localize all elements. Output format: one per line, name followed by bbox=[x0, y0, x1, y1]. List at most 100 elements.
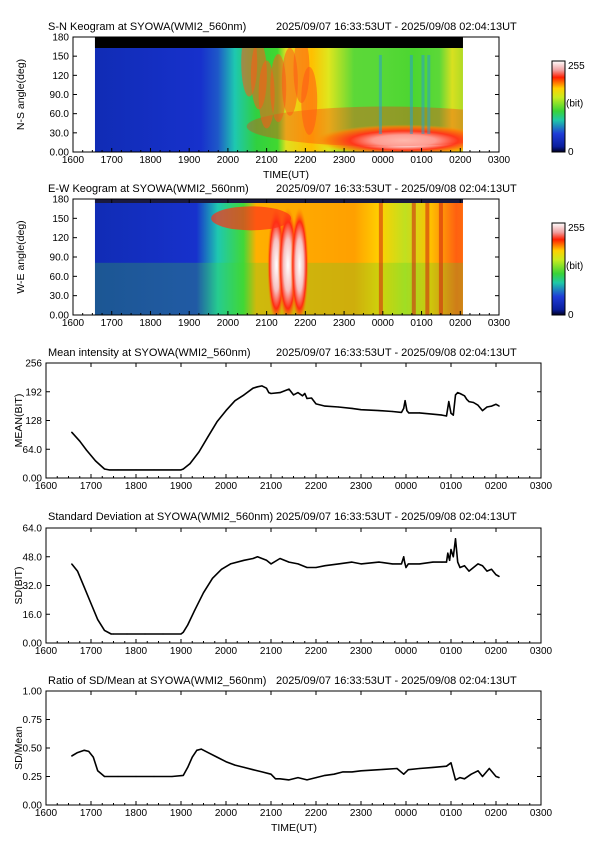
data-point bbox=[498, 777, 500, 779]
x-tick-label: 2100 bbox=[260, 808, 283, 819]
chart-title: Ratio of SD/Mean at SYOWA(WMI2_560nm) bbox=[48, 675, 266, 687]
x-tick-label: 2200 bbox=[305, 808, 328, 819]
heatmap-arc bbox=[211, 206, 292, 231]
data-point bbox=[110, 633, 112, 635]
data-point bbox=[432, 561, 434, 563]
y-tick-label: 192 bbox=[25, 387, 42, 398]
data-point bbox=[404, 400, 406, 402]
data-point bbox=[117, 469, 119, 471]
data-point bbox=[216, 756, 218, 758]
series-line bbox=[71, 537, 500, 635]
x-tick-label: 0200 bbox=[485, 808, 508, 819]
data-point bbox=[76, 751, 79, 754]
data-point bbox=[407, 769, 409, 771]
heatmap-image bbox=[94, 37, 463, 152]
data-point bbox=[457, 561, 459, 563]
data-point bbox=[351, 561, 353, 563]
x-tick-label: 0300 bbox=[488, 155, 511, 166]
x-tick-label: 0200 bbox=[449, 318, 472, 329]
data-point bbox=[265, 559, 268, 561]
data-point bbox=[252, 387, 254, 389]
y-tick-label: 0.50 bbox=[23, 744, 43, 755]
data-point bbox=[447, 552, 449, 554]
data-point bbox=[351, 407, 353, 409]
data-point bbox=[432, 413, 434, 415]
data-point bbox=[477, 770, 479, 772]
x-tick-label: 2100 bbox=[260, 481, 283, 492]
data-point bbox=[306, 566, 308, 569]
data-point bbox=[403, 556, 405, 558]
colorbar-unit-label: (bit) bbox=[566, 261, 583, 272]
data-point bbox=[71, 431, 73, 433]
data-point bbox=[256, 556, 259, 558]
x-tick-label: 2200 bbox=[294, 155, 317, 166]
data-point bbox=[449, 559, 451, 561]
data-point bbox=[196, 749, 198, 751]
plot-frame bbox=[45, 690, 542, 806]
data-point bbox=[452, 414, 454, 416]
data-point bbox=[481, 410, 484, 412]
y-tick-label: 180 bbox=[52, 195, 69, 206]
data-point bbox=[477, 563, 479, 565]
y-tick-label: 60.0 bbox=[50, 272, 70, 283]
panel-5: Ratio of SD/Mean at SYOWA(WMI2_560nm) 202… bbox=[13, 675, 553, 834]
data-point bbox=[279, 392, 281, 394]
colorbar-unit-label: (bit) bbox=[566, 99, 583, 110]
data-point bbox=[268, 392, 270, 394]
heatmap-streak bbox=[425, 199, 430, 315]
x-tick-label: 0000 bbox=[395, 646, 418, 657]
data-point bbox=[477, 404, 479, 406]
data-point bbox=[261, 771, 263, 773]
x-tick-label: 0000 bbox=[395, 808, 418, 819]
data-point bbox=[470, 773, 472, 775]
x-tick-label: 2200 bbox=[305, 646, 328, 657]
y-axis-label: MEAN(BIT) bbox=[13, 394, 25, 448]
colorbar-max-label: 255 bbox=[568, 223, 585, 234]
chart-time-range: 2025/09/07 16:33:53UT - 2025/09/08 02:04… bbox=[276, 183, 517, 195]
data-point bbox=[441, 561, 443, 563]
panel-4: Standard Deviation at SYOWA(WMI2_560nm) 2… bbox=[13, 511, 553, 657]
x-tick-label: 1600 bbox=[62, 318, 85, 329]
x-tick-label: 2300 bbox=[333, 155, 356, 166]
x-tick-label: 0100 bbox=[410, 318, 433, 329]
data-point bbox=[490, 568, 493, 570]
data-point bbox=[108, 469, 110, 471]
data-point bbox=[198, 451, 200, 453]
data-point bbox=[211, 577, 214, 579]
heatmap-aurora-halo bbox=[246, 106, 463, 147]
x-tick-label: 2000 bbox=[217, 155, 240, 166]
colorbar bbox=[551, 222, 566, 316]
data-point bbox=[468, 401, 470, 403]
x-tick-label: 0200 bbox=[485, 481, 508, 492]
data-point bbox=[463, 395, 466, 397]
data-point bbox=[324, 774, 326, 776]
data-point bbox=[495, 574, 497, 576]
chart-title: Mean intensity at SYOWA(WMI2_560nm) bbox=[48, 347, 251, 359]
y-tick-label: 0.00 bbox=[50, 311, 70, 322]
y-tick-label: 0.00 bbox=[50, 148, 70, 159]
colorbar-min-label: 0 bbox=[568, 147, 574, 158]
x-tick-label: 1600 bbox=[35, 646, 58, 657]
data-point bbox=[400, 411, 403, 414]
data-point bbox=[182, 774, 184, 776]
data-point bbox=[337, 563, 340, 565]
x-tick-label: 1900 bbox=[170, 646, 193, 657]
y-tick-label: 0.00 bbox=[23, 801, 43, 812]
x-tick-label: 2300 bbox=[333, 318, 356, 329]
data-point bbox=[216, 421, 218, 423]
x-tick-label: 0100 bbox=[440, 646, 463, 657]
y-tick-label: 150 bbox=[52, 52, 69, 63]
x-tick-label: 1900 bbox=[170, 808, 193, 819]
data-point bbox=[225, 410, 227, 412]
chart-title: Standard Deviation at SYOWA(WMI2_560nm) bbox=[48, 511, 273, 523]
data-point bbox=[144, 633, 146, 635]
data-point bbox=[234, 764, 236, 766]
chart-time-range: 2025/09/07 16:33:53UT - 2025/09/08 02:04… bbox=[276, 347, 517, 359]
x-tick-label: 1800 bbox=[125, 481, 148, 492]
plot-frame bbox=[45, 362, 542, 479]
data-point bbox=[117, 775, 119, 778]
data-point bbox=[90, 602, 92, 605]
data-point bbox=[400, 563, 403, 565]
panel-2: 255 0 (bit) E-W Keogram at SYOWA(WMI2_560nm… bbox=[15, 183, 585, 329]
chart-time-range: 2025/09/07 16:33:53UT - 2025/09/08 02:04… bbox=[276, 675, 517, 687]
